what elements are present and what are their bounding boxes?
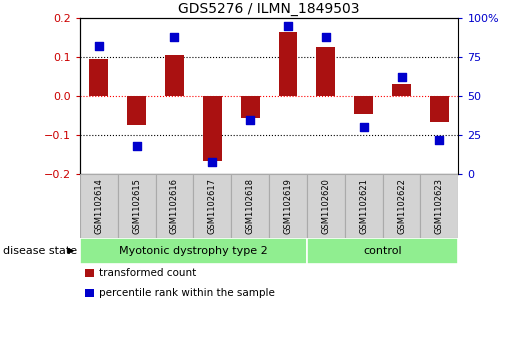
Text: GSM1102623: GSM1102623 xyxy=(435,178,444,234)
Bar xyxy=(117,174,156,238)
Text: GSM1102618: GSM1102618 xyxy=(246,178,254,234)
Point xyxy=(435,137,443,143)
Text: GSM1102619: GSM1102619 xyxy=(284,178,293,234)
Bar xyxy=(421,174,458,238)
Text: percentile rank within the sample: percentile rank within the sample xyxy=(99,288,276,298)
Point xyxy=(95,43,103,49)
Bar xyxy=(89,59,108,96)
Text: GSM1102621: GSM1102621 xyxy=(359,178,368,234)
Point xyxy=(359,125,368,130)
Bar xyxy=(127,96,146,126)
Text: GSM1102615: GSM1102615 xyxy=(132,178,141,234)
Bar xyxy=(80,174,117,238)
Text: GSM1102617: GSM1102617 xyxy=(208,178,217,234)
Text: GSM1102620: GSM1102620 xyxy=(321,178,330,234)
Text: control: control xyxy=(364,246,402,256)
Bar xyxy=(307,238,458,264)
Bar xyxy=(80,238,307,264)
Bar xyxy=(316,48,335,96)
Text: disease state: disease state xyxy=(3,246,77,256)
Text: transformed count: transformed count xyxy=(99,268,197,278)
Bar xyxy=(241,96,260,118)
Bar xyxy=(430,96,449,122)
Bar xyxy=(269,174,307,238)
Point xyxy=(170,34,179,40)
Point xyxy=(208,159,216,165)
Bar xyxy=(194,174,231,238)
Bar xyxy=(279,32,298,96)
Point xyxy=(284,23,292,29)
Bar xyxy=(392,85,411,96)
Text: Myotonic dystrophy type 2: Myotonic dystrophy type 2 xyxy=(119,246,268,256)
Bar xyxy=(165,55,184,96)
Bar xyxy=(383,174,421,238)
Bar xyxy=(307,174,345,238)
Bar xyxy=(231,174,269,238)
Point xyxy=(398,74,406,80)
Text: GSM1102622: GSM1102622 xyxy=(397,178,406,234)
Bar xyxy=(345,174,383,238)
Title: GDS5276 / ILMN_1849503: GDS5276 / ILMN_1849503 xyxy=(178,2,360,16)
Point xyxy=(132,143,141,149)
Text: GSM1102614: GSM1102614 xyxy=(94,178,103,234)
Point xyxy=(322,34,330,40)
Point xyxy=(246,117,254,123)
Text: GSM1102616: GSM1102616 xyxy=(170,178,179,234)
Bar xyxy=(354,96,373,114)
Bar xyxy=(156,174,193,238)
Bar xyxy=(203,96,222,160)
